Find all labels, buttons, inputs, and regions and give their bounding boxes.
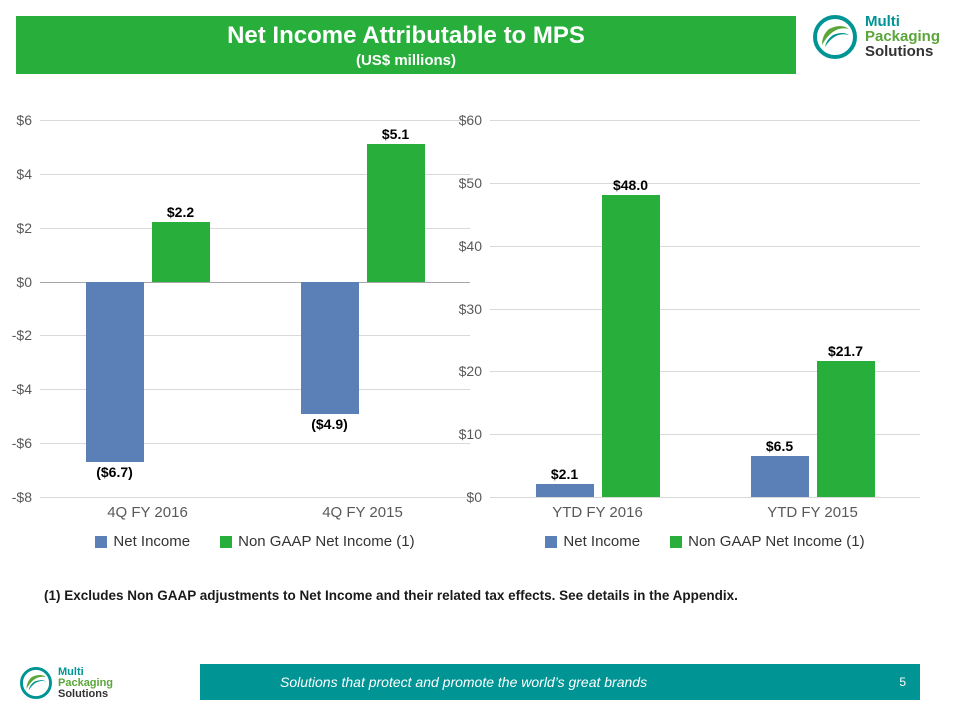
- footer-tagline: Solutions that protect and promote the w…: [280, 674, 647, 690]
- y-tick-label: $60: [459, 112, 482, 128]
- y-tick-label: $2: [16, 220, 32, 236]
- y-tick-label: $20: [459, 363, 482, 379]
- y-tick-label: $10: [459, 426, 482, 442]
- bar: $2.2: [152, 222, 210, 281]
- footer-logo-text: Multi Packaging Solutions: [58, 667, 113, 700]
- brand-logo-icon: [813, 15, 857, 59]
- bar-value-label: ($6.7): [96, 464, 133, 480]
- legend-item: Non GAAP Net Income (1): [670, 533, 864, 550]
- y-tick-label: $0: [16, 274, 32, 290]
- page-subtitle: (US$ millions): [356, 52, 456, 69]
- brand-logo: Multi Packaging Solutions: [813, 14, 940, 59]
- brand-logo-line: Multi: [865, 14, 940, 29]
- bar-group: ($4.9)$5.1: [255, 120, 470, 497]
- bar-group: $6.5$21.7: [705, 120, 920, 497]
- legend-item: Net Income: [545, 533, 640, 550]
- page-title: Net Income Attributable to MPS: [227, 22, 585, 50]
- x-tick-label: YTD FY 2016: [552, 504, 643, 521]
- chart-left: -$8-$6-$4-$2$0$2$4$6($6.7)$2.2($4.9)$5.1…: [40, 120, 470, 550]
- bar-group: ($6.7)$2.2: [40, 120, 255, 497]
- charts-container: -$8-$6-$4-$2$0$2$4$6($6.7)$2.2($4.9)$5.1…: [40, 120, 920, 550]
- legend-swatch: [220, 536, 232, 548]
- bar-value-label: ($4.9): [311, 416, 348, 432]
- legend: Net Income Non GAAP Net Income (1): [490, 533, 920, 550]
- bar: ($6.7): [86, 282, 144, 462]
- x-tick-label: 4Q FY 2015: [322, 504, 403, 521]
- footnote: (1) Excludes Non GAAP adjustments to Net…: [44, 588, 924, 603]
- legend-swatch: [95, 536, 107, 548]
- x-axis-labels: 4Q FY 2016 4Q FY 2015: [40, 504, 470, 521]
- x-tick-label: 4Q FY 2016: [107, 504, 188, 521]
- y-tick-label: -$2: [12, 327, 32, 343]
- plot-area: -$8-$6-$4-$2$0$2$4$6($6.7)$2.2($4.9)$5.1: [40, 120, 470, 498]
- legend-label: Net Income: [113, 533, 190, 550]
- legend-swatch: [545, 536, 557, 548]
- bar-value-label: $2.1: [551, 466, 578, 482]
- y-tick-label: $50: [459, 175, 482, 191]
- chart-right: $0$10$20$30$40$50$60$2.1$48.0$6.5$21.7YT…: [490, 120, 920, 550]
- x-tick-label: YTD FY 2015: [767, 504, 858, 521]
- footer-logo-line: Solutions: [58, 689, 113, 700]
- y-tick-label: $6: [16, 112, 32, 128]
- footer-logo: Multi Packaging Solutions: [20, 662, 113, 704]
- bar-value-label: $5.1: [382, 126, 409, 142]
- footer-band: Solutions that protect and promote the w…: [200, 664, 920, 700]
- legend-swatch: [670, 536, 682, 548]
- bar-value-label: $21.7: [828, 343, 863, 359]
- bar: $21.7: [817, 361, 875, 497]
- brand-logo-line: Solutions: [865, 44, 940, 59]
- x-axis-labels: YTD FY 2016 YTD FY 2015: [490, 504, 920, 521]
- bar: ($4.9): [301, 282, 359, 414]
- legend-item: Net Income: [95, 533, 190, 550]
- y-tick-label: $0: [466, 489, 482, 505]
- bar: $6.5: [751, 456, 809, 497]
- gridline: [40, 497, 470, 498]
- y-tick-label: $40: [459, 238, 482, 254]
- gridline: [490, 497, 920, 498]
- legend: Net Income Non GAAP Net Income (1): [40, 533, 470, 550]
- slide: Net Income Attributable to MPS (US$ mill…: [0, 0, 960, 720]
- y-tick-label: -$8: [12, 489, 32, 505]
- y-tick-label: $30: [459, 301, 482, 317]
- y-tick-label: -$6: [12, 435, 32, 451]
- plot-area: $0$10$20$30$40$50$60$2.1$48.0$6.5$21.7: [490, 120, 920, 498]
- bar: $48.0: [602, 195, 660, 497]
- page-number: 5: [899, 675, 906, 689]
- y-tick-label: $4: [16, 166, 32, 182]
- legend-label: Non GAAP Net Income (1): [238, 533, 414, 550]
- bar-group: $2.1 $48.0: [490, 120, 705, 497]
- bar-value-label: $6.5: [766, 438, 793, 454]
- bar: $2.1: [536, 484, 594, 497]
- title-bar: Net Income Attributable to MPS (US$ mill…: [16, 16, 796, 74]
- footer-logo-line: Multi: [58, 667, 113, 678]
- bars: ($6.7)$2.2($4.9)$5.1: [40, 120, 470, 497]
- legend-label: Net Income: [563, 533, 640, 550]
- bar: $5.1: [367, 144, 425, 281]
- footer-logo-line: Packaging: [58, 678, 113, 689]
- bar-value-label: $2.2: [167, 204, 194, 220]
- footer-logo-icon: [20, 667, 52, 699]
- bars: $2.1$48.0$6.5$21.7: [490, 120, 920, 497]
- legend-item: Non GAAP Net Income (1): [220, 533, 414, 550]
- brand-logo-line: Packaging: [865, 29, 940, 44]
- brand-logo-text: Multi Packaging Solutions: [865, 14, 940, 59]
- bar-value-label: $48.0: [613, 177, 648, 193]
- legend-label: Non GAAP Net Income (1): [688, 533, 864, 550]
- y-tick-label: -$4: [12, 381, 32, 397]
